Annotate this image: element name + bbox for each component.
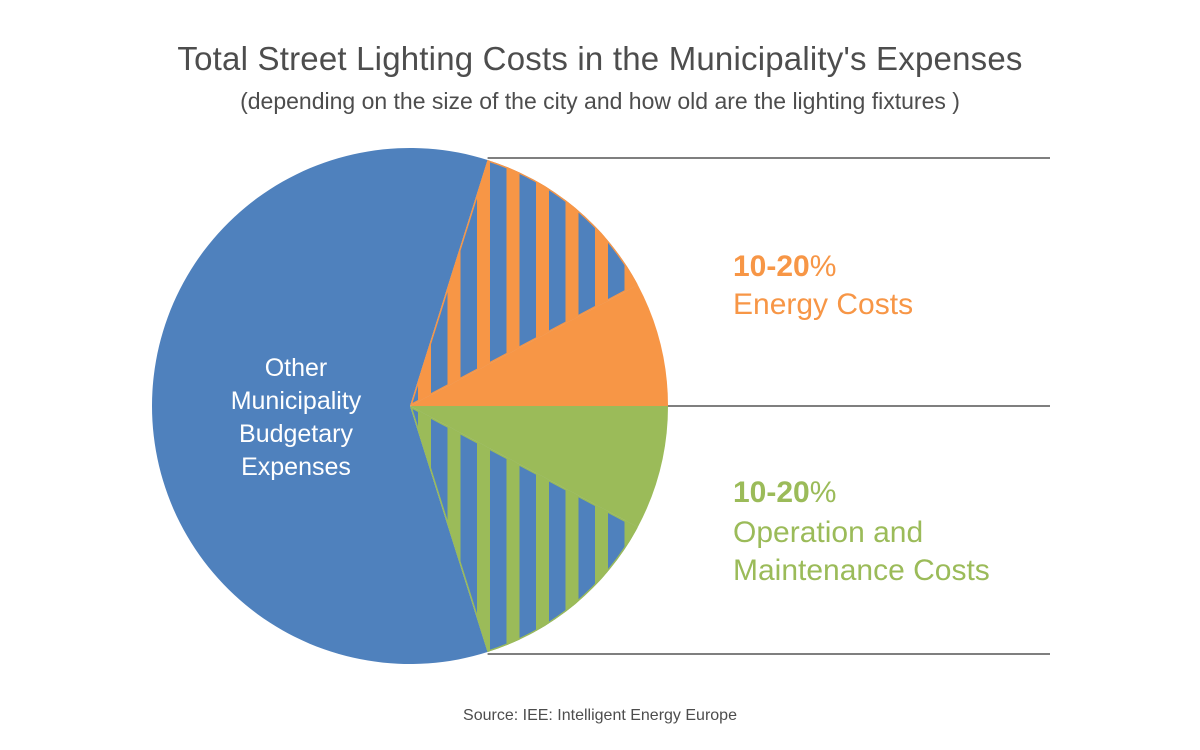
slice-label-other-line: Budgetary (239, 420, 353, 448)
slice-value-energy: 10-20% (733, 250, 836, 283)
slice-label-operation: Operation and (733, 516, 923, 549)
slice-label-other-line: Other (265, 354, 328, 382)
slice-label-operation: Maintenance Costs (733, 554, 990, 587)
slice-label-other-line: Municipality (231, 387, 362, 415)
chart-subtitle: (depending on the size of the city and h… (240, 88, 960, 114)
slice-operation-costs (410, 406, 668, 528)
chart-title: Total Street Lighting Costs in the Munic… (177, 40, 1023, 77)
slice-energy-costs (410, 284, 668, 406)
chart-source: Source: IEE: Intelligent Energy Europe (463, 707, 737, 724)
slice-value-operation: 10-20% (733, 476, 836, 509)
slice-label-energy: Energy Costs (733, 288, 913, 321)
slice-label-other-line: Expenses (241, 453, 351, 481)
slice-other-expenses (151, 147, 488, 664)
